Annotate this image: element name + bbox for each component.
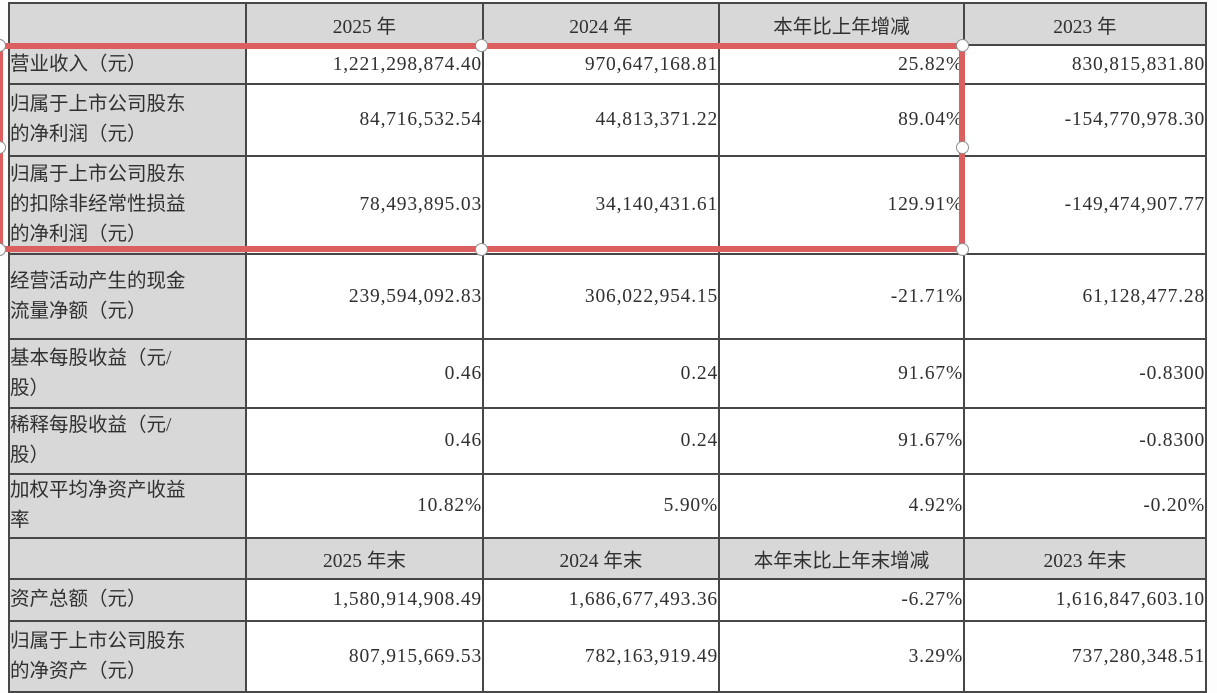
value-cell: 0.46 [245,407,484,475]
value-cell: 61,128,477.28 [963,253,1207,340]
value-cell: -154,770,978.30 [963,83,1207,157]
value-cell: 807,915,669.53 [245,620,484,693]
value-cell: 239,594,092.83 [245,253,484,340]
value-cell: -6.27% [718,578,965,622]
value-cell: -21.71% [718,253,965,340]
value-cell: 830,815,831.80 [963,44,1207,85]
value-cell: 44,813,371.22 [482,83,720,157]
value-cell: -0.8300 [963,407,1207,475]
value-cell: 84,716,532.54 [245,83,484,157]
value-cell: 25.82% [718,44,965,85]
value-cell: 89.04% [718,83,965,157]
value-cell: 0.24 [482,407,720,475]
value-cell: -0.8300 [963,338,1207,409]
value-cell: 306,022,954.15 [482,253,720,340]
corner-cell [8,537,247,580]
value-cell: 0.24 [482,338,720,409]
table-row: 加权平均净资产收益 率 10.82% 5.90% 4.92% -0.20% [8,473,1207,539]
header-row: 2025 年末 2024 年末 本年末比上年末增减 2023 年末 [8,537,1207,580]
selection-handle-ne[interactable] [956,39,969,52]
value-cell: 3.29% [718,620,965,693]
value-cell: 1,616,847,603.10 [963,578,1207,622]
column-header: 2023 年 [963,2,1207,46]
table-row: 归属于上市公司股东 的扣除非经常性损益 的净利润（元） 78,493,895.03… [8,155,1207,255]
value-cell: 10.82% [245,473,484,539]
row-label: 资产总额（元） [8,578,247,622]
row-label: 基本每股收益（元/ 股） [8,338,247,409]
key-financial-data-table: 2025 年 2024 年本年比上年增减 2023 年营业收入（元） 1,221,29… [8,2,1207,693]
corner-cell [8,2,247,46]
value-cell: 782,163,919.49 [482,620,720,693]
table-row: 归属于上市公司股东 的净资产（元） 807,915,669.53 782,163,9… [8,620,1207,693]
row-label: 经营活动产生的现金 流量净额（元） [8,253,247,340]
value-cell: 78,493,895.03 [245,155,484,255]
table-row: 基本每股收益（元/ 股） 0.46 0.24 91.67% -0.8300 [8,338,1207,409]
row-label: 稀释每股收益（元/ 股） [8,407,247,475]
value-cell: 5.90% [482,473,720,539]
value-cell: 737,280,348.51 [963,620,1207,693]
column-header: 2023 年末 [963,537,1207,580]
value-cell: 129.91% [718,155,965,255]
selection-handle-sw[interactable] [0,243,6,256]
selection-handle-e[interactable] [956,141,969,154]
value-cell: 91.67% [718,338,965,409]
selection-handle-se[interactable] [956,243,969,256]
table-row: 稀释每股收益（元/ 股） 0.46 0.24 91.67% -0.8300 [8,407,1207,475]
column-header: 本年末比上年末增减 [718,537,965,580]
value-cell: 1,221,298,874.40 [245,44,484,85]
financial-table-body: 2025 年 2024 年本年比上年增减 2023 年营业收入（元） 1,221,29… [8,2,1207,693]
table-row: 经营活动产生的现金 流量净额（元） 239,594,092.83 306,022,9… [8,253,1207,340]
header-row: 2025 年 2024 年本年比上年增减 2023 年 [8,2,1207,46]
value-cell: 970,647,168.81 [482,44,720,85]
column-header: 2025 年末 [245,537,484,580]
value-cell: 4.92% [718,473,965,539]
value-cell: 0.46 [245,338,484,409]
column-header: 2024 年 [482,2,720,46]
column-header: 2024 年末 [482,537,720,580]
value-cell: -149,474,907.77 [963,155,1207,255]
column-header: 2025 年 [245,2,484,46]
key-financial-data-table-wrap: 2025 年 2024 年本年比上年增减 2023 年营业收入（元） 1,221,29… [8,2,1207,693]
value-cell: -0.20% [963,473,1207,539]
row-label: 归属于上市公司股东 的净资产（元） [8,620,247,693]
row-label: 归属于上市公司股东 的扣除非经常性损益 的净利润（元） [8,155,247,255]
highlight-rectangle[interactable] [0,39,969,256]
value-cell: 91.67% [718,407,965,475]
value-cell: 1,686,677,493.36 [482,578,720,622]
row-label: 加权平均净资产收益 率 [8,473,247,539]
table-row: 资产总额（元） 1,580,914,908.49 1,686,677,493.36-… [8,578,1207,622]
value-cell: 1,580,914,908.49 [245,578,484,622]
row-label: 归属于上市公司股东 的净利润（元） [8,83,247,157]
row-label: 营业收入（元） [8,44,247,85]
column-header: 本年比上年增减 [718,2,965,46]
selection-handle-w[interactable] [0,141,6,154]
selection-handle-nw[interactable] [0,39,6,52]
table-row: 营业收入（元） 1,221,298,874.40 970,647,168.81 25.… [8,44,1207,85]
selection-handle-s[interactable] [474,243,488,256]
selection-handle-n[interactable] [474,39,488,52]
value-cell: 34,140,431.61 [482,155,720,255]
table-row: 归属于上市公司股东 的净利润（元） 84,716,532.54 44,813,371… [8,83,1207,157]
